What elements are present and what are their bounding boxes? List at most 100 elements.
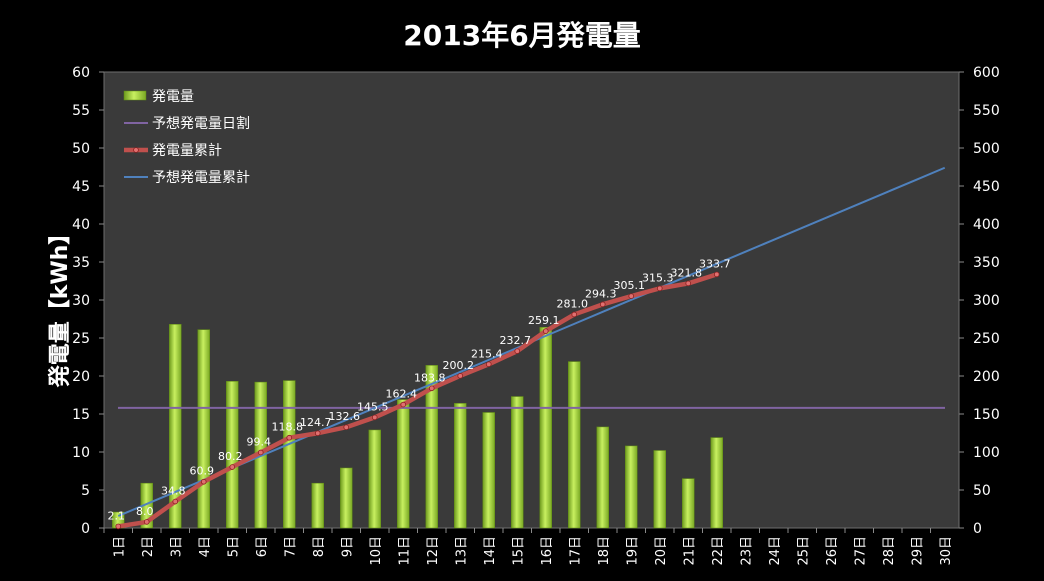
- bar: [653, 450, 666, 529]
- data-label: 183.8: [414, 371, 446, 384]
- y-tick-label: 15: [72, 407, 90, 423]
- cumulative-point: [200, 478, 207, 485]
- bar: [340, 467, 353, 529]
- cumulative-point: [656, 285, 663, 292]
- y-tick-label: 0: [81, 521, 90, 537]
- data-label: 8.0: [136, 505, 154, 518]
- x-tick-label: 10日: [369, 536, 384, 566]
- bar: [311, 482, 324, 529]
- y-tick-label: 5: [81, 483, 90, 499]
- x-tick-label: 6日: [255, 536, 270, 557]
- y-tick-label: 30: [72, 293, 90, 309]
- cumulative-point: [286, 434, 293, 441]
- x-tick-label: 4日: [198, 536, 213, 557]
- x-tick-label: 5日: [226, 536, 241, 557]
- x-tick-label: 30日: [939, 536, 954, 566]
- y-tick-label: 50: [72, 141, 90, 157]
- cumulative-point: [713, 271, 720, 278]
- y2-tick-label: 50: [973, 483, 991, 499]
- bar: [682, 478, 695, 529]
- bar: [197, 329, 210, 529]
- y-tick-label: 45: [72, 179, 90, 195]
- data-label: 124.7: [300, 416, 332, 429]
- y2-tick-label: 250: [973, 331, 1000, 347]
- y2-tick-label: 450: [973, 179, 1000, 195]
- x-tick-label: 21日: [682, 536, 697, 566]
- bar: [539, 327, 552, 529]
- data-label: 333.7: [699, 257, 731, 270]
- plot-area: [103, 71, 960, 529]
- legend-marker-cumulative: [133, 147, 139, 153]
- y-tick-label: 35: [72, 255, 90, 271]
- data-label: 34.8: [161, 485, 186, 498]
- x-tick-label: 29日: [910, 536, 925, 566]
- y2-tick-label: 400: [973, 217, 1000, 233]
- bar: [511, 396, 524, 529]
- data-label: 118.8: [272, 421, 304, 434]
- bar: [397, 399, 410, 529]
- cumulative-point: [685, 280, 692, 287]
- legend-label: 予想発電量累計: [152, 170, 250, 186]
- x-tick-label: 23日: [739, 536, 754, 566]
- x-tick-label: 27日: [853, 536, 868, 566]
- x-tick-label: 19日: [625, 536, 640, 566]
- legend-label: 発電量: [152, 89, 194, 105]
- x-tick-label: 9日: [340, 536, 355, 557]
- cumulative-point: [514, 348, 521, 354]
- bar: [454, 403, 467, 529]
- x-tick-label: 15日: [511, 536, 526, 566]
- data-label: 60.9: [190, 465, 215, 478]
- cumulative-point: [257, 449, 264, 456]
- cumulative-point: [428, 385, 435, 392]
- cumulative-point: [400, 401, 407, 408]
- cumulative-point: [457, 373, 464, 379]
- data-label: 259.1: [528, 314, 560, 327]
- bar: [568, 361, 581, 529]
- x-tick-label: 26日: [825, 536, 840, 566]
- cumulative-point: [599, 301, 606, 308]
- x-tick-label: 14日: [483, 536, 498, 566]
- cumulative-point: [143, 519, 150, 525]
- x-tick-label: 24日: [768, 536, 783, 566]
- data-label: 232.7: [500, 334, 532, 347]
- y-tick-label: 10: [72, 445, 90, 461]
- data-label: 294.3: [585, 287, 617, 300]
- x-tick-label: 13日: [454, 536, 469, 566]
- series-line-cumulative: [117, 272, 718, 529]
- bar: [710, 437, 723, 529]
- y-tick-label: 20: [72, 369, 90, 385]
- data-label: 80.2: [218, 450, 243, 463]
- bar: [482, 412, 495, 529]
- y-tick-label: 55: [72, 103, 90, 119]
- chart-title: 2013年6月発電量: [403, 19, 641, 52]
- data-label: 200.2: [443, 359, 475, 372]
- cumulative-point: [314, 430, 321, 437]
- y2-tick-label: 500: [973, 141, 1000, 157]
- cumulative-point: [571, 311, 578, 318]
- x-tick-label: 3日: [169, 536, 184, 557]
- cumulative-point: [628, 293, 635, 299]
- x-tick-label: 28日: [882, 536, 897, 566]
- cumulative-point: [229, 464, 236, 470]
- y-tick-label: 40: [72, 217, 90, 233]
- x-tick-label: 16日: [540, 536, 555, 566]
- x-tick-label: 22日: [711, 536, 726, 566]
- data-label: 162.4: [386, 388, 418, 401]
- y2-tick-label: 550: [973, 103, 1000, 119]
- data-label: 305.1: [614, 279, 646, 292]
- bar: [596, 426, 609, 529]
- data-label: 315.3: [642, 271, 674, 284]
- x-tick-label: 12日: [426, 536, 441, 566]
- x-tick-label: 18日: [597, 536, 612, 566]
- y2-tick-label: 300: [973, 293, 1000, 309]
- data-label: 145.5: [357, 400, 389, 413]
- x-tick-label: 7日: [283, 536, 298, 557]
- cumulative-point: [172, 498, 179, 505]
- bar: [425, 365, 438, 529]
- data-label: 132.6: [329, 410, 361, 423]
- cumulative-point: [371, 414, 378, 421]
- x-tick-label: 17日: [568, 536, 583, 566]
- x-tick-label: 2日: [141, 536, 156, 557]
